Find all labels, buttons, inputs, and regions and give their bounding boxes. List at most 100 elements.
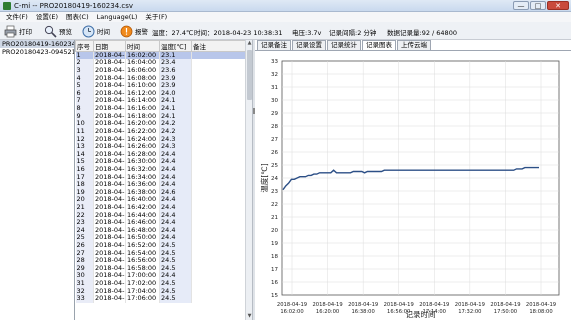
y-tick-label: 15 (271, 293, 278, 299)
clock-button[interactable]: 时间 (82, 24, 110, 38)
cell-index: 28 (75, 256, 94, 265)
cell-time: 16:50:00 (125, 234, 160, 242)
cell-index: 31 (75, 279, 94, 288)
cell-temperature: 24.2 (159, 119, 192, 128)
cell-note (191, 150, 246, 159)
cell-index: 16 (75, 165, 94, 174)
status-time: 时间：2018-04-23 10:38:31 (194, 29, 283, 37)
y-tick-label: 25 (271, 163, 278, 169)
cell-date: 2018-04-19 (93, 51, 126, 60)
preview-button[interactable]: 预览 (44, 24, 72, 38)
cell-date: 2018-04-19 (93, 211, 126, 219)
x-tick-time: 17:32:00 (458, 309, 481, 315)
minimize-button[interactable]: — (513, 1, 529, 10)
alarm-button[interactable]: 报警 (120, 24, 148, 38)
tab-upload-cloud[interactable]: 上传云端 (397, 40, 431, 50)
status-interval: 记录间隔:2 分钟 (329, 29, 377, 37)
x-tick-date: 2018-04-19 (312, 302, 342, 308)
cell-note (191, 218, 246, 227)
tab-chart[interactable]: 记录图表 (362, 40, 396, 50)
maximize-button[interactable]: □ (530, 1, 546, 10)
menu-language[interactable]: Language(L) (96, 13, 138, 21)
y-tick-label: 29 (271, 111, 278, 117)
cell-index: 22 (75, 211, 94, 219)
cell-note (191, 249, 246, 257)
header-note[interactable]: 备注 (191, 40, 246, 52)
cell-note (191, 196, 246, 204)
tab-statistics[interactable]: 记录统计 (327, 40, 361, 50)
table-scrollbar[interactable]: ▲ ▼ (245, 40, 252, 320)
x-tick-date: 2018-04-19 (490, 302, 520, 308)
alarm-icon (120, 25, 133, 38)
menu-file[interactable]: 文件(F) (6, 13, 28, 21)
cell-time: 16:32:00 (125, 165, 160, 174)
cell-time: 16:14:00 (125, 97, 160, 105)
menu-about[interactable]: 关于(F) (145, 13, 168, 21)
file-item[interactable]: PRO20180419-160234.csv (0, 40, 74, 48)
y-tick-label: 23 (271, 189, 278, 195)
cell-temperature: 24.1 (159, 104, 192, 113)
tab-settings[interactable]: 记录设置 (292, 40, 326, 50)
close-button[interactable]: ✕ (547, 1, 569, 10)
scroll-up-arrow-icon[interactable]: ▲ (247, 40, 252, 46)
header-temperature[interactable]: 温度[℃] (159, 40, 192, 52)
cell-temperature: 24.4 (159, 180, 192, 189)
scroll-down-arrow-icon[interactable]: ▼ (247, 313, 252, 319)
cell-temperature: 24.4 (159, 158, 192, 166)
print-button[interactable]: 打印 (4, 24, 32, 38)
scroll-thumb[interactable] (247, 50, 252, 100)
pane-splitter[interactable] (252, 40, 255, 320)
cell-time: 16:58:00 (125, 264, 160, 273)
cell-date: 2018-04-19 (93, 256, 126, 265)
menu-chart[interactable]: 图表(C) (66, 13, 89, 21)
cell-temperature: 24.4 (159, 218, 192, 227)
y-tick-label: 24 (271, 176, 278, 182)
window-title: C-mi -- PRO20180419-160234.csv (14, 1, 134, 10)
cell-time: 16:48:00 (125, 226, 160, 235)
x-tick-date: 2018-04-19 (455, 302, 485, 308)
file-item[interactable]: PRO20180423-094521.csv (2, 48, 74, 56)
header-date[interactable]: 日期 (93, 40, 126, 52)
tab-notes[interactable]: 记录备注 (257, 40, 291, 50)
menu-settings[interactable]: 设置(E) (35, 13, 58, 21)
cell-date: 2018-04-19 (93, 66, 126, 75)
cell-date: 2018-04-19 (93, 173, 126, 181)
header-time[interactable]: 时间 (125, 40, 160, 52)
header-index[interactable]: 序号 (75, 40, 94, 52)
cell-index: 20 (75, 196, 94, 204)
cell-index: 9 (75, 112, 94, 120)
